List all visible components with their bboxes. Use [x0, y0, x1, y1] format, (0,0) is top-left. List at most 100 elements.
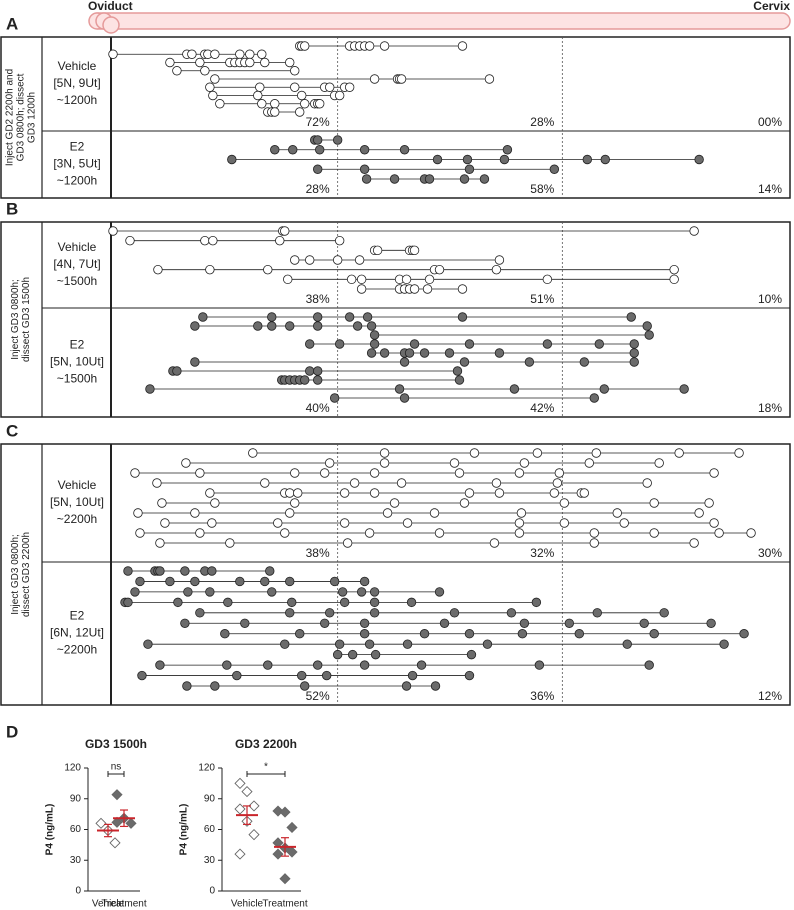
embryo [629, 339, 639, 349]
embryo [210, 681, 220, 691]
embryo [639, 618, 649, 628]
embryo [719, 639, 729, 649]
embryo [290, 498, 300, 508]
embryo [434, 264, 445, 275]
embryo [223, 597, 233, 608]
y-tick-label: 120 [198, 763, 215, 774]
embryo [464, 670, 475, 681]
embryo [207, 518, 217, 528]
embryo [689, 226, 699, 236]
embryo [457, 284, 468, 294]
embryo [430, 681, 441, 691]
embryo [389, 174, 400, 184]
embryo [181, 458, 191, 468]
group-label: [3N, 5Ut] [53, 157, 100, 171]
embryo [346, 274, 357, 285]
embryo [454, 375, 465, 385]
embryo [379, 348, 390, 358]
zone-percent: 40% [306, 401, 330, 415]
embryo [399, 357, 410, 367]
embryo [314, 145, 325, 155]
embryo [285, 608, 295, 618]
embryo [285, 508, 295, 518]
zone-percent: 38% [306, 546, 330, 560]
zone-percent: 14% [758, 182, 782, 196]
embryo [205, 82, 215, 92]
embryo [195, 57, 205, 68]
embryo [559, 498, 570, 508]
embryo [452, 366, 463, 376]
y-axis-label: P4 (ng/mL) [45, 804, 56, 856]
embryo [319, 618, 330, 628]
data-point [272, 837, 284, 849]
embryo [517, 629, 528, 639]
embryo [642, 321, 652, 331]
embryo [734, 448, 744, 458]
embryo [245, 49, 255, 59]
embryo [207, 566, 217, 576]
group-label: [5N, 10Ut] [50, 355, 104, 369]
data-point [272, 805, 284, 817]
embryo [210, 74, 220, 84]
zone-percent: 28% [306, 182, 330, 196]
embryo [245, 57, 255, 68]
embryo [394, 384, 405, 394]
embryo [464, 629, 475, 639]
data-point [248, 829, 260, 841]
embryo [619, 518, 629, 528]
embryo [444, 348, 455, 358]
embryo [399, 145, 410, 155]
zone-percent: 72% [306, 115, 330, 129]
embryo [123, 566, 133, 576]
embryo [173, 597, 183, 608]
embryo [434, 528, 445, 538]
embryo [290, 82, 300, 92]
embryo [305, 339, 315, 349]
embryo [582, 154, 592, 165]
embryo [369, 330, 380, 340]
embryo [439, 618, 450, 628]
zone-percent: 38% [306, 292, 330, 306]
embryo [396, 478, 407, 488]
embryo [369, 597, 380, 608]
embryo [629, 357, 639, 367]
embryo [190, 321, 200, 331]
embryo [339, 518, 350, 528]
embryo [352, 321, 363, 331]
embryo [552, 478, 563, 488]
embryo [108, 49, 118, 59]
embryo [649, 629, 659, 639]
embryo [379, 41, 390, 51]
y-axis-label: P4 (ng/mL) [179, 804, 190, 856]
embryo [466, 649, 477, 660]
embryo [669, 264, 679, 275]
embryo [506, 608, 517, 618]
embryo [369, 587, 380, 597]
data-point [286, 821, 298, 834]
embryo [649, 528, 659, 538]
embryo [195, 608, 205, 618]
embryo [464, 164, 475, 174]
data-point [248, 800, 260, 812]
embryo [240, 618, 250, 628]
panel-frame [0, 221, 791, 418]
embryo [165, 57, 175, 68]
side-label: dissect GD3 2200h [21, 532, 32, 617]
embryo [270, 107, 280, 117]
embryo [424, 274, 435, 285]
embryo [449, 608, 460, 618]
embryo [494, 488, 505, 498]
embryo [459, 357, 470, 367]
embryo [364, 41, 375, 51]
embryo [669, 274, 679, 285]
embryo [592, 608, 602, 618]
side-label: Inject GD3 0800h; [10, 279, 21, 360]
embryo [364, 528, 375, 538]
group-label: [5N, 9Ut] [53, 76, 100, 90]
y-tick-label: 30 [204, 855, 216, 866]
embryo [434, 587, 445, 597]
embryo [642, 478, 652, 488]
embryo [369, 488, 380, 498]
embryo [347, 649, 358, 660]
embryo [155, 538, 165, 548]
